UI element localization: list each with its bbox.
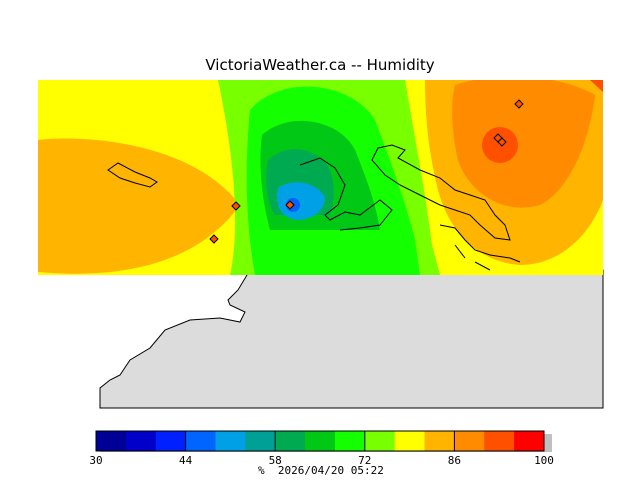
colorbar-swatch bbox=[305, 431, 336, 451]
station-marker bbox=[209, 234, 219, 244]
colorbar-ticks bbox=[95, 431, 545, 451]
colorbar-tick-label: 72 bbox=[358, 454, 372, 467]
station-marker bbox=[231, 201, 241, 211]
timestamp: 2026/04/20 05:22 bbox=[277, 464, 384, 477]
colorbar-swatch bbox=[155, 431, 187, 451]
colorbar-tick-label: 44 bbox=[178, 454, 193, 467]
colorbar-swatch bbox=[96, 431, 127, 451]
colorbar-swatch bbox=[334, 431, 366, 451]
lake-outline bbox=[107, 162, 158, 188]
page-title: VictoriaWeather.ca -- Humidity bbox=[205, 56, 435, 74]
colorbar-swatch bbox=[245, 431, 276, 451]
unit-label: % bbox=[258, 464, 265, 477]
colorbar-tick-label: 86 bbox=[447, 454, 462, 467]
colorbar-swatch bbox=[454, 431, 485, 451]
colorbar-swatch bbox=[364, 431, 396, 451]
station-marker bbox=[497, 137, 507, 147]
peninsula-outline bbox=[299, 157, 393, 231]
station-marker bbox=[514, 99, 524, 109]
inlet-outline bbox=[371, 144, 511, 241]
colorbar-swatch bbox=[514, 431, 545, 451]
station-markers bbox=[209, 99, 524, 244]
colorbar-swatch bbox=[424, 431, 455, 451]
station-marker bbox=[285, 200, 295, 210]
colorbar-swatch bbox=[484, 431, 515, 451]
colorbar-swatch bbox=[185, 431, 216, 451]
colorbar-swatch bbox=[215, 431, 246, 451]
colorbar-tick-label: 58 bbox=[268, 454, 282, 467]
colorbar-unit-timestamp: % 2026/04/20 05:22 bbox=[258, 464, 384, 477]
colorbar-swatch bbox=[394, 431, 426, 451]
colorbar-tick-label: 100 bbox=[534, 454, 554, 467]
colorbar-tick-label: 30 bbox=[89, 454, 103, 467]
colorbar-swatch bbox=[125, 431, 157, 451]
colorbar bbox=[95, 430, 545, 452]
east-islands-outline bbox=[439, 224, 521, 271]
colorbar-swatch bbox=[275, 431, 306, 451]
humidity-field bbox=[38, 80, 603, 275]
